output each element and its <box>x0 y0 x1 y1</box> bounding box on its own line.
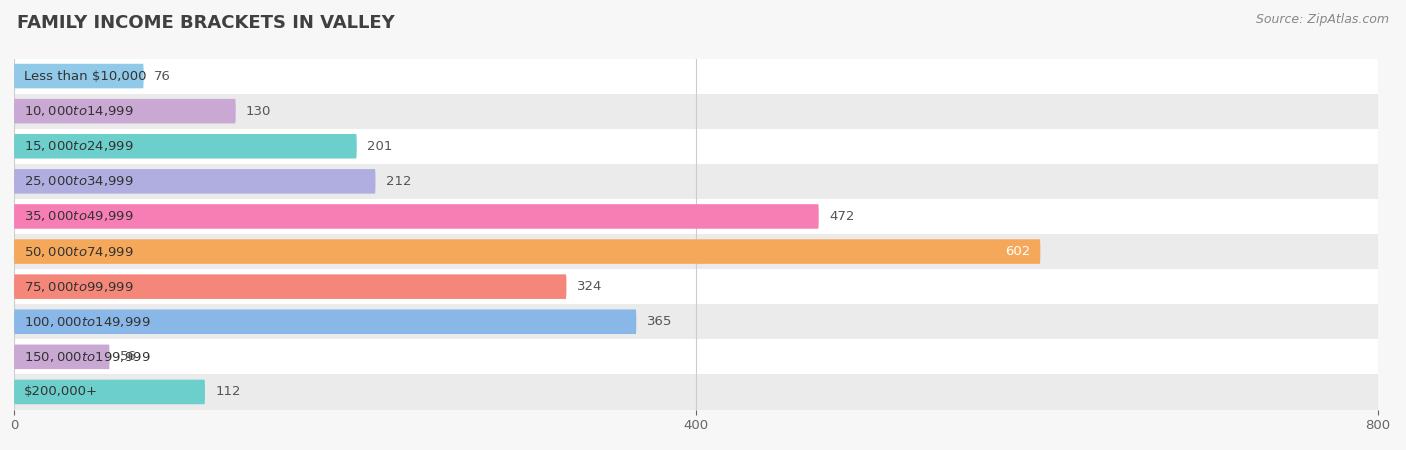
Text: $75,000 to $99,999: $75,000 to $99,999 <box>24 279 134 294</box>
Text: 112: 112 <box>215 386 240 398</box>
Bar <box>14 94 1378 129</box>
Bar <box>14 129 1378 164</box>
Text: $200,000+: $200,000+ <box>24 386 98 398</box>
Text: $150,000 to $199,999: $150,000 to $199,999 <box>24 350 150 364</box>
Text: 76: 76 <box>153 70 170 82</box>
FancyBboxPatch shape <box>14 345 110 369</box>
Text: 56: 56 <box>120 351 136 363</box>
Text: $15,000 to $24,999: $15,000 to $24,999 <box>24 139 134 153</box>
FancyBboxPatch shape <box>14 204 818 229</box>
Text: $35,000 to $49,999: $35,000 to $49,999 <box>24 209 134 224</box>
FancyBboxPatch shape <box>14 274 567 299</box>
Text: 602: 602 <box>1005 245 1031 258</box>
Bar <box>14 199 1378 234</box>
Text: FAMILY INCOME BRACKETS IN VALLEY: FAMILY INCOME BRACKETS IN VALLEY <box>17 14 395 32</box>
Bar <box>14 269 1378 304</box>
Text: 212: 212 <box>385 175 411 188</box>
Text: $25,000 to $34,999: $25,000 to $34,999 <box>24 174 134 189</box>
FancyBboxPatch shape <box>14 169 375 194</box>
FancyBboxPatch shape <box>14 310 637 334</box>
Bar <box>14 58 1378 94</box>
Bar <box>14 374 1378 410</box>
Bar <box>14 234 1378 269</box>
FancyBboxPatch shape <box>14 99 236 123</box>
FancyBboxPatch shape <box>14 134 357 158</box>
Text: Less than $10,000: Less than $10,000 <box>24 70 146 82</box>
Text: $100,000 to $149,999: $100,000 to $149,999 <box>24 315 150 329</box>
Text: 324: 324 <box>576 280 602 293</box>
Bar <box>14 164 1378 199</box>
FancyBboxPatch shape <box>14 380 205 404</box>
Text: 201: 201 <box>367 140 392 153</box>
Text: 130: 130 <box>246 105 271 117</box>
Bar <box>14 339 1378 374</box>
Text: Source: ZipAtlas.com: Source: ZipAtlas.com <box>1256 14 1389 27</box>
Text: $10,000 to $14,999: $10,000 to $14,999 <box>24 104 134 118</box>
Text: 365: 365 <box>647 315 672 328</box>
Bar <box>14 304 1378 339</box>
FancyBboxPatch shape <box>14 64 143 88</box>
Text: 472: 472 <box>830 210 855 223</box>
FancyBboxPatch shape <box>14 239 1040 264</box>
Text: $50,000 to $74,999: $50,000 to $74,999 <box>24 244 134 259</box>
